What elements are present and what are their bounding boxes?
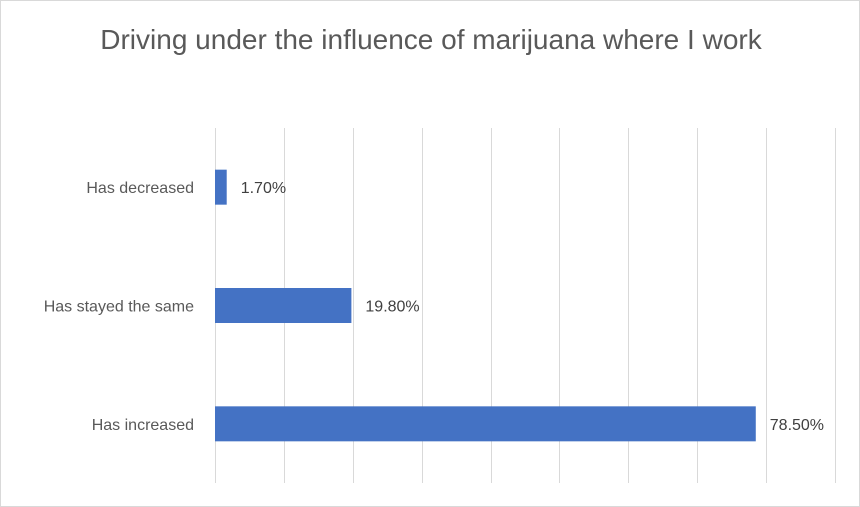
bar-has-stayed-the-same <box>215 288 352 323</box>
data-label: 78.50% <box>770 417 824 434</box>
category-labels: Has decreased Has stayed the same Has incr… <box>44 180 194 434</box>
bar-has-increased <box>215 406 756 442</box>
category-label: Has increased <box>92 417 194 434</box>
data-label: 1.70% <box>241 180 286 197</box>
category-label: Has decreased <box>86 180 194 197</box>
category-label: Has stayed the same <box>44 299 194 316</box>
bars <box>215 169 756 442</box>
data-label: 19.80% <box>365 299 419 316</box>
chart-title: Driving under the influence of marijuana… <box>100 24 762 55</box>
bar-has-decreased <box>215 169 227 205</box>
data-labels: 1.70% 19.80% 78.50% <box>241 180 824 434</box>
